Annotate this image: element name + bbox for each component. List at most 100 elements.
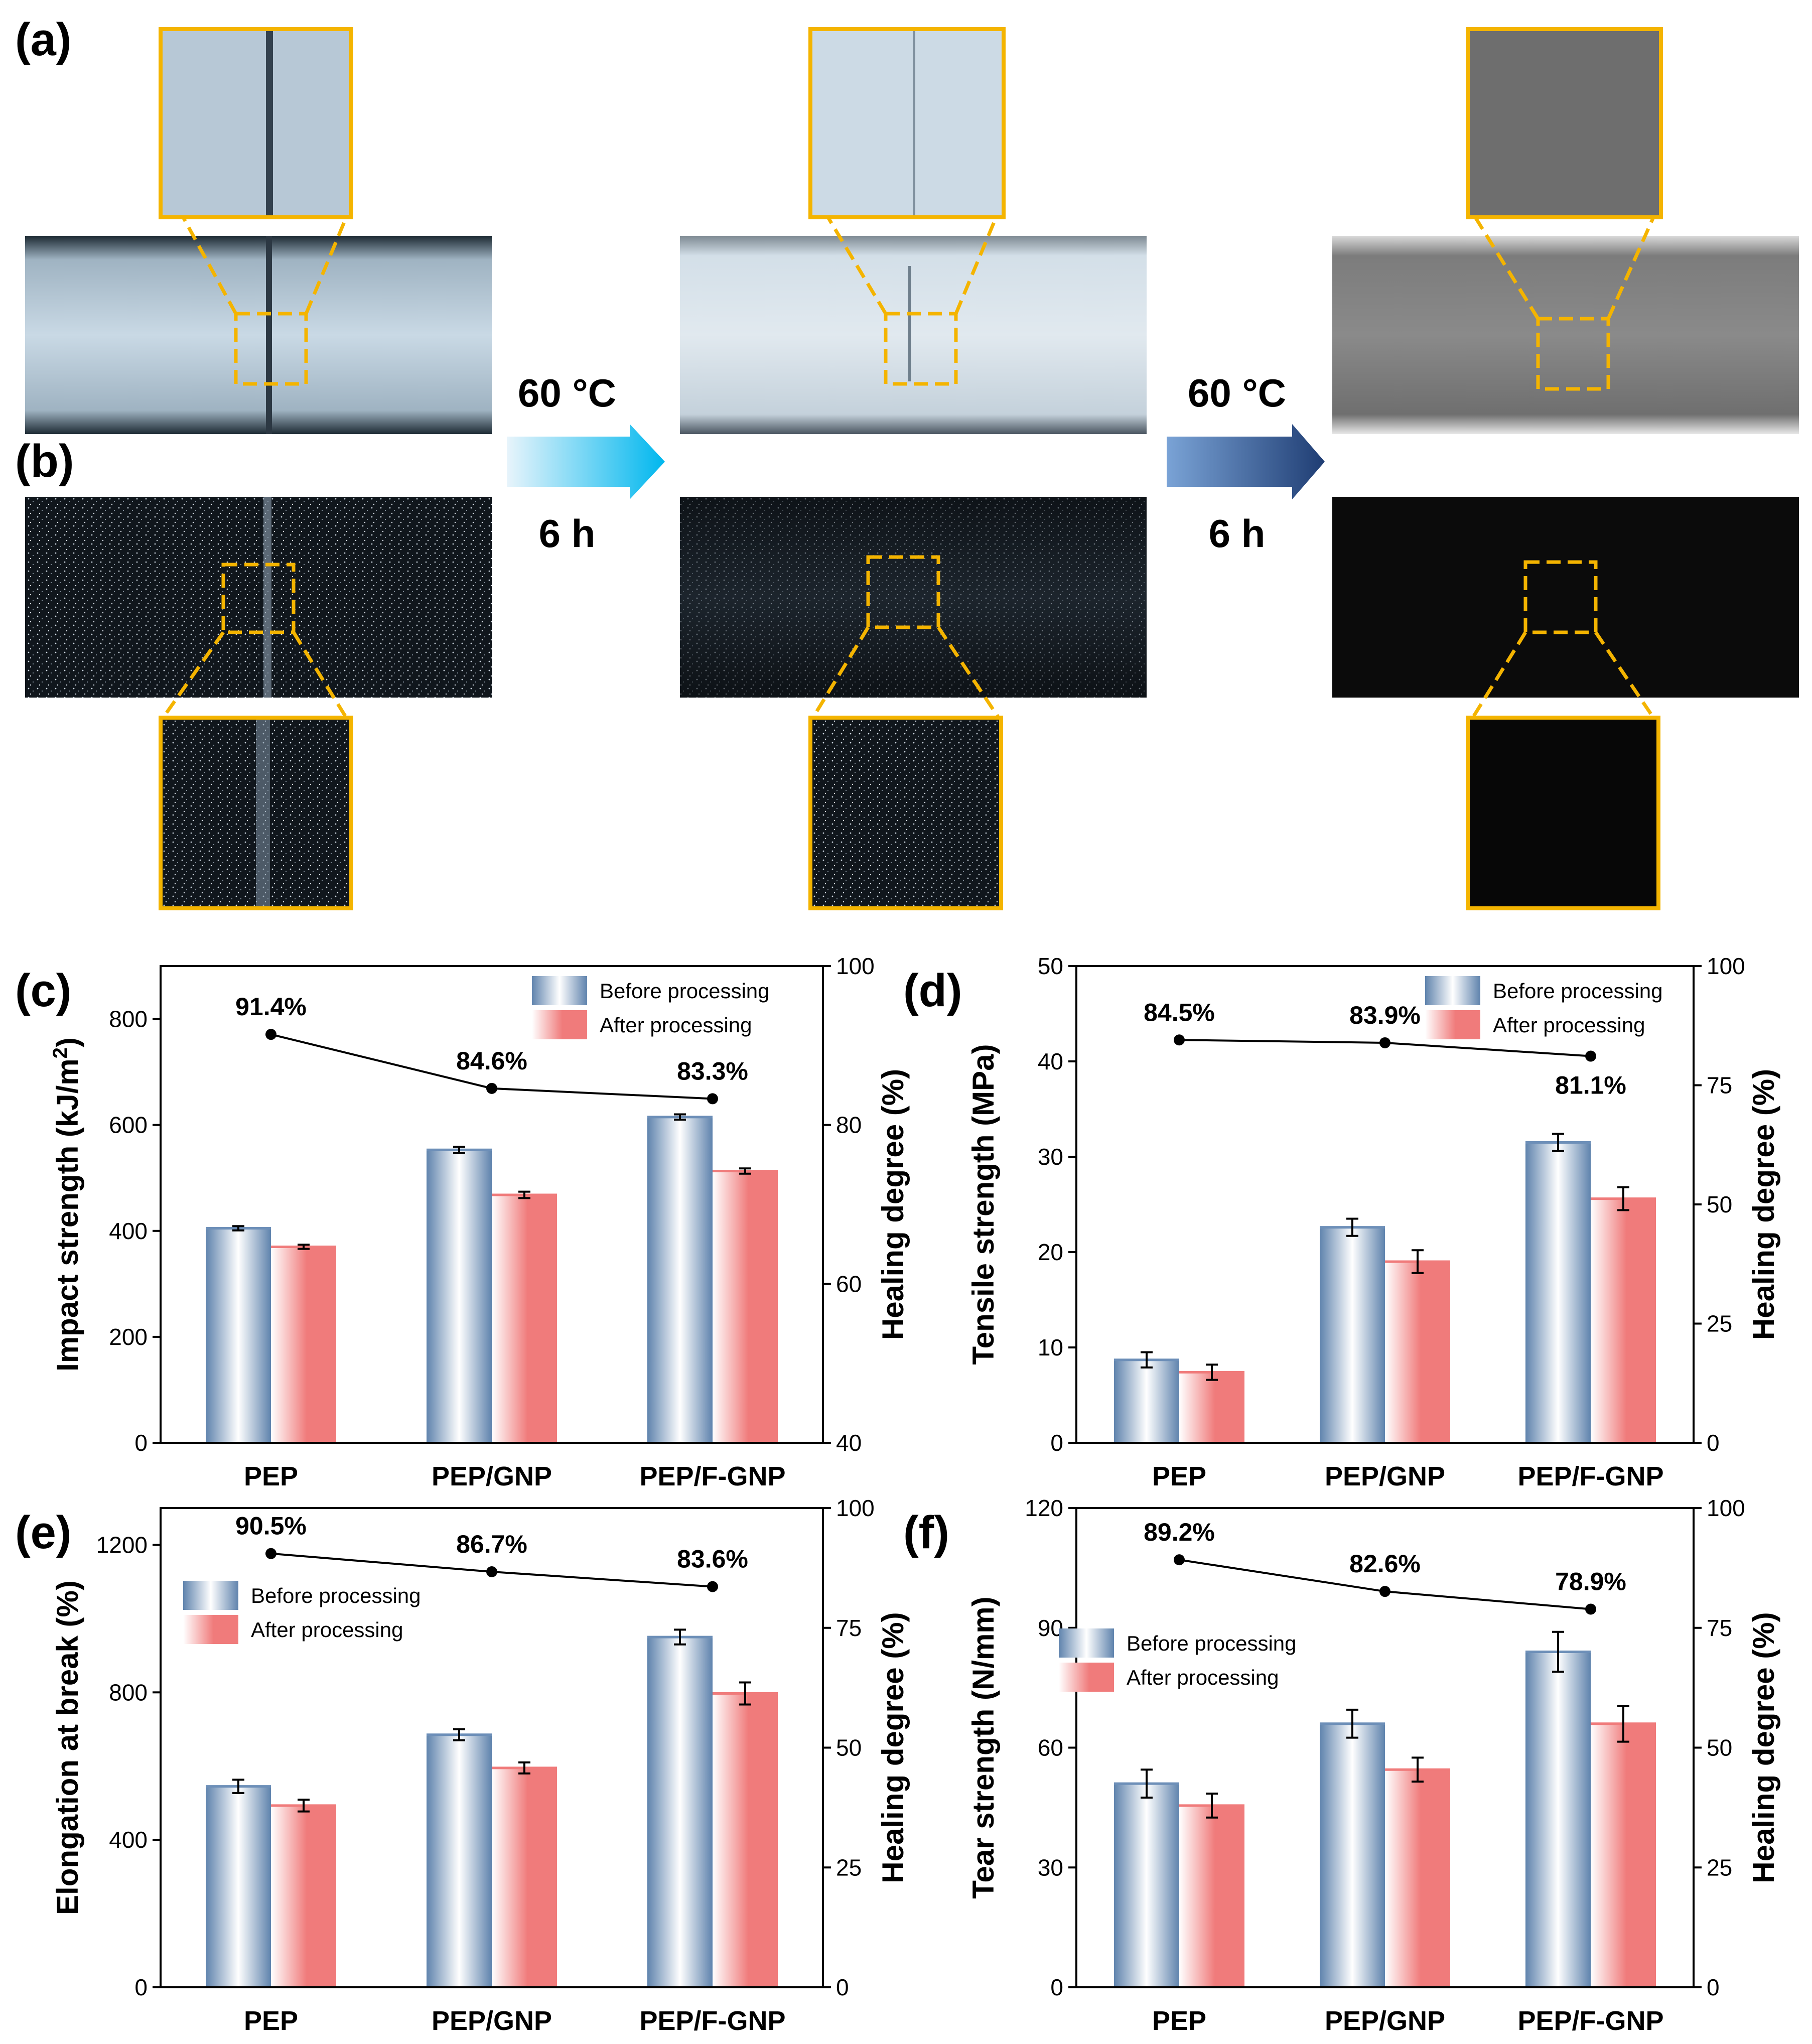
y2-tick-label: 50 xyxy=(1707,1191,1732,1217)
legend-swatch-before xyxy=(1059,1628,1114,1658)
specimen-column-original xyxy=(25,27,492,910)
category-label: PEP/F-GNP xyxy=(1517,2006,1663,2036)
legend-swatch-before xyxy=(183,1581,238,1610)
zoom-line xyxy=(292,631,348,719)
bar-before xyxy=(647,1117,713,1443)
category-label: PEP xyxy=(1152,1461,1206,1491)
healing-point xyxy=(707,1093,718,1105)
bar-after xyxy=(271,1805,336,1987)
category-label: PEP/GNP xyxy=(432,2006,552,2036)
step1-duration: 6 h xyxy=(539,511,596,556)
y-axis-title: Tear strength (N/mm) xyxy=(966,1596,1000,1898)
healing-label: 82.6% xyxy=(1349,1550,1421,1578)
y-tick-label: 10 xyxy=(1038,1334,1063,1360)
y2-tick-label: 75 xyxy=(836,1615,862,1641)
legend-label-before: Before processing xyxy=(600,979,770,1003)
y2-tick-label: 75 xyxy=(1707,1072,1732,1099)
y-axis-title-end: ) xyxy=(51,1037,84,1047)
bar-before xyxy=(1320,1723,1385,1987)
panel-letter: (d) xyxy=(903,965,962,1016)
category-label: PEP/GNP xyxy=(1325,1461,1445,1491)
healing-label: 83.9% xyxy=(1349,1001,1421,1029)
y-tick-label: 40 xyxy=(1038,1048,1063,1074)
y2-tick-label: 25 xyxy=(836,1854,862,1880)
bar-before xyxy=(206,1228,271,1443)
legend-swatch-before xyxy=(1425,976,1480,1005)
zoom-inset-b3 xyxy=(1466,716,1660,910)
crack-b1 xyxy=(263,497,271,698)
category-label: PEP/F-GNP xyxy=(639,2006,785,2036)
y-tick-label: 30 xyxy=(1038,1144,1063,1170)
step2-temperature: 60 °C xyxy=(1188,371,1286,415)
bar-after xyxy=(1591,1198,1656,1443)
y-axis-title: Tensile strength (MPa) xyxy=(966,1044,1000,1365)
specimen-column-healed-2 xyxy=(1332,27,1799,910)
bar-after xyxy=(1179,1372,1244,1443)
zoom-line xyxy=(1606,216,1655,320)
plot-frame xyxy=(160,965,824,1444)
y-tick-label: 120 xyxy=(1025,1495,1063,1521)
healing-label: 84.5% xyxy=(1144,998,1215,1026)
chart-0: (c) PEP PEP/GNP PEP/F-GNP 91.4% 84.6% 83.3% 0 20… xyxy=(15,953,910,1491)
y-axis-title: Elongation at break (%) xyxy=(51,1580,84,1915)
healing-point xyxy=(1174,1554,1185,1566)
photo-panels: (a) (b) 60 °C 6 h xyxy=(15,14,1799,910)
y2-axis-title: Healing degree (%) xyxy=(1747,1612,1780,1883)
zoom-inset-a2 xyxy=(808,27,1006,219)
healing-label: 86.7% xyxy=(456,1530,527,1558)
bar-after xyxy=(1179,1805,1244,1987)
y-tick-label: 200 xyxy=(109,1324,148,1350)
y2-tick-label: 25 xyxy=(1707,1854,1732,1880)
category-label: PEP xyxy=(244,2006,298,2036)
arrow-right-icon xyxy=(1167,424,1325,499)
zoom-line xyxy=(162,631,225,719)
zoom-box-b2 xyxy=(866,555,940,629)
y2-tick-label: 100 xyxy=(1707,953,1745,979)
legend-label-before: Before processing xyxy=(1127,1631,1297,1655)
bar-after xyxy=(271,1247,336,1443)
zoom-line xyxy=(304,216,348,315)
y-tick-label: 0 xyxy=(134,1974,148,2000)
bar-before xyxy=(1114,1359,1179,1443)
zoom-inset-b2 xyxy=(808,716,1003,910)
bar-after xyxy=(713,1693,778,1987)
legend-label-before: Before processing xyxy=(251,1584,421,1607)
process-step-1: 60 °C 6 h xyxy=(507,371,665,556)
bar-before xyxy=(206,1786,271,1987)
healing-label: 89.2% xyxy=(1144,1518,1215,1546)
y2-tick-label: 100 xyxy=(1707,1495,1745,1521)
legend-swatch-after xyxy=(183,1615,238,1644)
crack-a1 xyxy=(266,236,272,434)
category-label: PEP xyxy=(1152,2006,1206,2036)
bar-after xyxy=(713,1171,778,1443)
y2-tick-label: 0 xyxy=(836,1974,849,2000)
legend-label-after: After processing xyxy=(251,1618,403,1642)
bar-before xyxy=(1525,1652,1591,1987)
y2-tick-label: 80 xyxy=(836,1112,862,1138)
crack-line-b1 xyxy=(256,720,270,906)
healing-point xyxy=(1379,1037,1390,1048)
category-label: PEP/F-GNP xyxy=(1517,1461,1663,1491)
y-tick-label: 400 xyxy=(109,1827,148,1853)
chart-legend: Before processing After processing xyxy=(1425,976,1663,1039)
healing-label: 91.4% xyxy=(235,993,307,1021)
zoom-line xyxy=(1471,631,1527,719)
healing-point xyxy=(486,1082,497,1094)
bar-after xyxy=(492,1195,557,1443)
step1-temperature: 60 °C xyxy=(518,371,616,415)
healing-point xyxy=(707,1581,718,1592)
specimen-photo-a2 xyxy=(680,236,1147,434)
zoom-line xyxy=(811,626,870,719)
process-step-2: 60 °C 6 h xyxy=(1167,371,1325,556)
chart-legend: Before processing After processing xyxy=(1059,1628,1297,1692)
crack-line-a1 xyxy=(266,31,273,215)
chart-legend: Before processing After processing xyxy=(532,976,770,1039)
y-tick-label: 1200 xyxy=(96,1532,148,1558)
y-tick-label: 60 xyxy=(1038,1735,1063,1761)
y-tick-label: 0 xyxy=(1050,1974,1063,2000)
y-tick-label: 0 xyxy=(134,1430,148,1456)
arrow-right-icon xyxy=(507,424,665,499)
y-axis-title-main: Tear strength (N/mm) xyxy=(966,1596,1000,1898)
chart-2: (e) PEP PEP/GNP PEP/F-GNP 90.5% 86.7% 83.6% 0 40… xyxy=(15,1495,910,2036)
